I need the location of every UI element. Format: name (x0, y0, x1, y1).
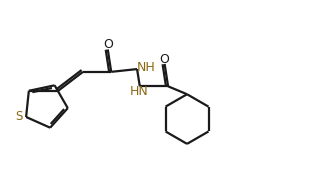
Text: NH: NH (136, 61, 155, 74)
Text: S: S (15, 110, 22, 123)
Text: O: O (103, 38, 113, 51)
Text: HN: HN (130, 85, 148, 98)
Text: O: O (160, 53, 169, 66)
